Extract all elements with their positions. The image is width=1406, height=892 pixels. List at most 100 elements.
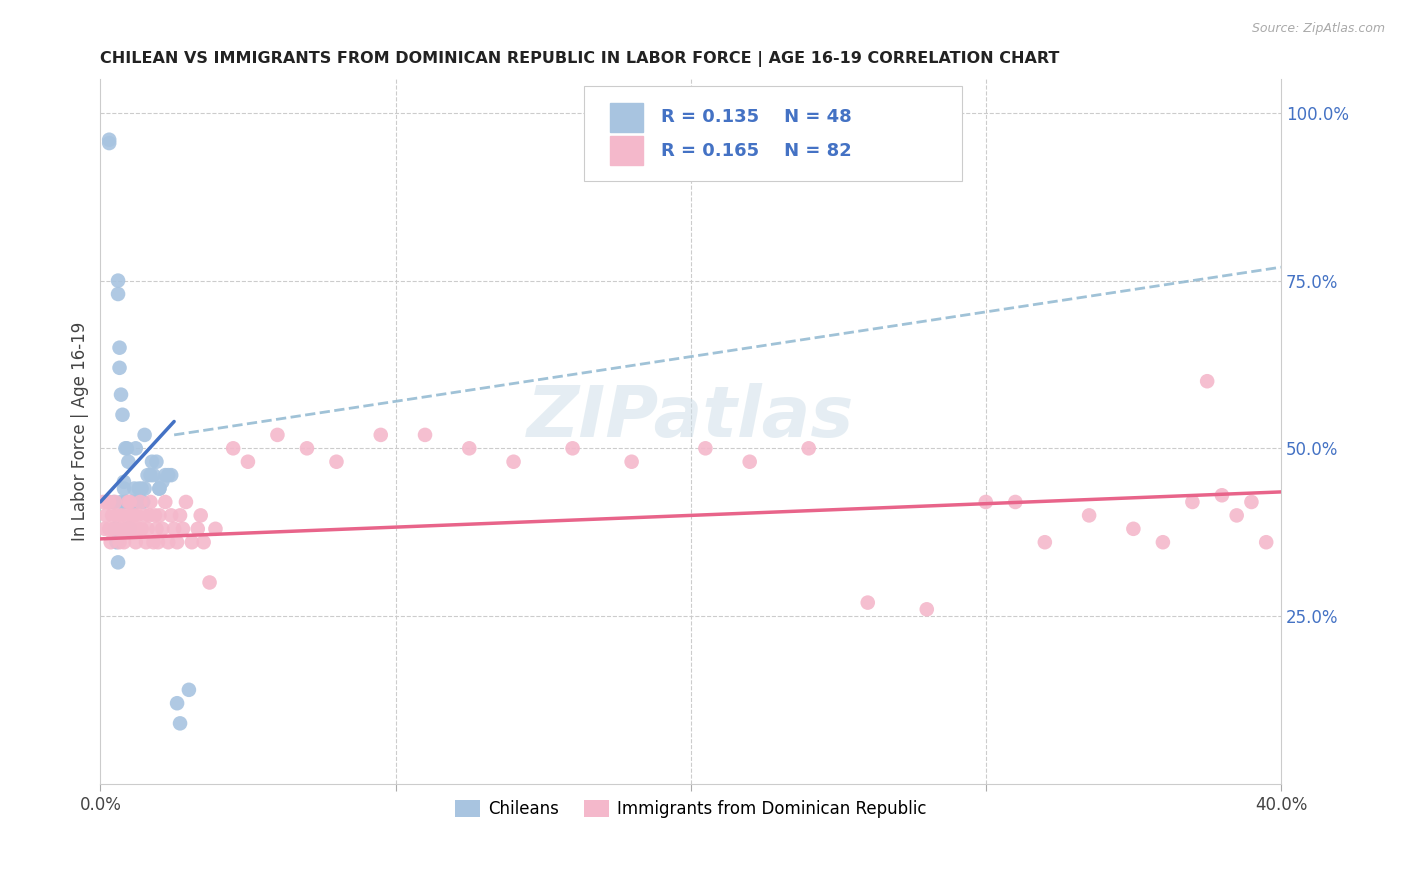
Point bbox=[125, 442, 148, 456]
Point bbox=[111, 522, 134, 536]
Point bbox=[1122, 522, 1144, 536]
Point bbox=[1197, 374, 1219, 388]
Point bbox=[98, 522, 121, 536]
Point bbox=[198, 575, 221, 590]
Point bbox=[125, 535, 148, 549]
Point bbox=[103, 522, 125, 536]
Point bbox=[1240, 495, 1263, 509]
Point bbox=[160, 508, 183, 523]
Point bbox=[190, 508, 212, 523]
Point bbox=[458, 442, 481, 456]
Point bbox=[145, 522, 167, 536]
Point bbox=[139, 495, 162, 509]
Text: CHILEAN VS IMMIGRANTS FROM DOMINICAN REPUBLIC IN LABOR FORCE | AGE 16-19 CORRELA: CHILEAN VS IMMIGRANTS FROM DOMINICAN REP… bbox=[100, 51, 1060, 67]
Point bbox=[142, 535, 165, 549]
Point bbox=[100, 535, 122, 549]
Point bbox=[187, 522, 209, 536]
Point bbox=[104, 522, 127, 536]
Point bbox=[139, 468, 162, 483]
Point bbox=[325, 455, 347, 469]
Point bbox=[105, 508, 128, 523]
Text: R = 0.165    N = 82: R = 0.165 N = 82 bbox=[661, 142, 852, 161]
Point bbox=[117, 495, 139, 509]
Point bbox=[915, 602, 938, 616]
Point bbox=[105, 535, 128, 549]
Point bbox=[1256, 535, 1278, 549]
Point bbox=[120, 495, 142, 509]
Point bbox=[1181, 495, 1204, 509]
Point bbox=[136, 522, 159, 536]
Point bbox=[160, 468, 183, 483]
Point bbox=[169, 716, 191, 731]
Point bbox=[117, 455, 139, 469]
Point bbox=[125, 495, 148, 509]
Point bbox=[115, 522, 138, 536]
Point bbox=[166, 535, 188, 549]
Point bbox=[107, 287, 129, 301]
Point bbox=[157, 535, 180, 549]
Point bbox=[98, 495, 121, 509]
Point bbox=[110, 387, 132, 401]
Point bbox=[107, 555, 129, 569]
Point bbox=[98, 136, 121, 150]
Point bbox=[148, 482, 170, 496]
Point bbox=[193, 535, 215, 549]
Point bbox=[124, 508, 146, 523]
Point bbox=[115, 522, 138, 536]
Point bbox=[180, 535, 202, 549]
Point bbox=[97, 495, 120, 509]
Point bbox=[166, 696, 188, 710]
Point bbox=[222, 442, 245, 456]
Point bbox=[295, 442, 318, 456]
Point bbox=[118, 522, 141, 536]
Bar bbox=[610, 103, 644, 132]
Point bbox=[134, 508, 156, 523]
Point bbox=[91, 495, 114, 509]
Point bbox=[104, 495, 127, 509]
Point bbox=[148, 508, 170, 523]
Point bbox=[134, 428, 156, 442]
Point bbox=[107, 274, 129, 288]
FancyBboxPatch shape bbox=[585, 87, 962, 181]
Point bbox=[134, 482, 156, 496]
Point bbox=[738, 455, 761, 469]
Point bbox=[236, 455, 259, 469]
Y-axis label: In Labor Force | Age 16-19: In Labor Force | Age 16-19 bbox=[72, 322, 89, 541]
Text: Source: ZipAtlas.com: Source: ZipAtlas.com bbox=[1251, 22, 1385, 36]
Point bbox=[974, 495, 997, 509]
Point bbox=[118, 495, 141, 509]
Point bbox=[128, 522, 150, 536]
Point bbox=[172, 522, 194, 536]
Point bbox=[155, 468, 177, 483]
Point bbox=[413, 428, 436, 442]
Point bbox=[127, 508, 149, 523]
Point bbox=[143, 508, 166, 523]
Point bbox=[110, 495, 132, 509]
Point bbox=[115, 495, 138, 509]
Point bbox=[129, 495, 152, 509]
Point bbox=[150, 475, 173, 489]
Point bbox=[96, 508, 118, 523]
Point bbox=[124, 482, 146, 496]
Point bbox=[174, 495, 197, 509]
Point bbox=[136, 468, 159, 483]
Point bbox=[121, 522, 143, 536]
Point bbox=[98, 133, 121, 147]
Point bbox=[112, 475, 135, 489]
Point bbox=[1226, 508, 1249, 523]
Point bbox=[120, 508, 142, 523]
Point bbox=[502, 455, 524, 469]
Point bbox=[112, 535, 135, 549]
Point bbox=[108, 535, 131, 549]
Point bbox=[118, 522, 141, 536]
Point bbox=[108, 360, 131, 375]
Point bbox=[107, 522, 129, 536]
Point bbox=[135, 535, 157, 549]
Point bbox=[114, 442, 136, 456]
Point bbox=[177, 682, 200, 697]
Point bbox=[114, 508, 136, 523]
Point bbox=[157, 468, 180, 483]
Point bbox=[1078, 508, 1101, 523]
Point bbox=[131, 482, 153, 496]
Point bbox=[111, 408, 134, 422]
